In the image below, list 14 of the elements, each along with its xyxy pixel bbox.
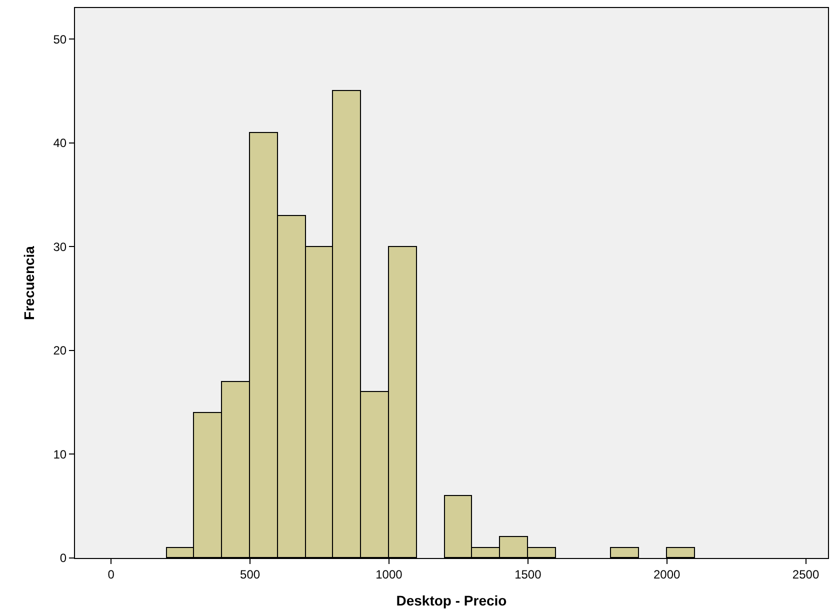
x-axis-title: Desktop - Precio bbox=[396, 592, 507, 609]
y-tick-label: 20 bbox=[53, 344, 67, 358]
y-tick-label: 0 bbox=[60, 551, 67, 566]
x-tick-label: 0 bbox=[108, 567, 115, 582]
y-tick-label: 30 bbox=[53, 240, 67, 254]
y-tick-label: 50 bbox=[53, 32, 67, 46]
x-tick-label: 1500 bbox=[514, 567, 542, 582]
y-tick-label: 40 bbox=[53, 136, 67, 150]
x-tick-label: 2500 bbox=[792, 567, 820, 582]
x-tick-label: 1000 bbox=[376, 567, 403, 582]
y-tick-label: 10 bbox=[53, 447, 67, 462]
x-tick-label: 2000 bbox=[653, 567, 681, 582]
y-axis-title: Frecuencia bbox=[20, 246, 37, 320]
x-tick-label: 500 bbox=[240, 567, 260, 582]
